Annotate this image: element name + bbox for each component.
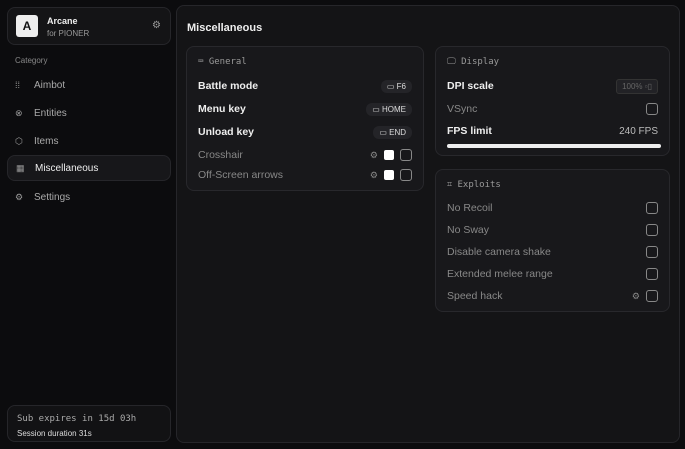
offscreen-arrows-checkbox[interactable] xyxy=(400,169,412,181)
battle-mode-row: Battle mode ▭ F6 xyxy=(198,77,412,95)
keyboard-icon: ⌨ xyxy=(198,57,209,67)
speed-hack-row: Speed hack ⚙ xyxy=(447,287,658,305)
offscreen-arrows-row: Off-Screen arrows ⚙ xyxy=(198,166,412,184)
cube-icon: ⬡ xyxy=(15,135,23,146)
camera-shake-checkbox[interactable] xyxy=(646,246,658,258)
gear-icon[interactable]: ⚙ xyxy=(369,169,378,180)
gear-icon[interactable]: ⚙ xyxy=(152,20,161,31)
no-sway-checkbox[interactable] xyxy=(646,224,658,236)
brand-header: A Arcane for PIONER ⚙ xyxy=(7,7,171,45)
chip-icon: ⌗ xyxy=(447,180,458,190)
melee-range-checkbox[interactable] xyxy=(646,268,658,280)
brand-subtitle: for PIONER xyxy=(47,29,90,38)
gear-icon[interactable]: ⚙ xyxy=(631,290,640,301)
keybind-button[interactable]: ▭ F6 xyxy=(380,79,412,93)
vsync-checkbox[interactable] xyxy=(646,103,658,115)
page-title: Miscellaneous xyxy=(187,22,263,34)
gear-icon[interactable]: ⚙ xyxy=(369,149,378,160)
no-sway-row: No Sway xyxy=(447,221,658,239)
subscription-expiry: Sub expires in 15d 03h xyxy=(17,414,137,424)
fps-slider[interactable] xyxy=(447,144,661,148)
sidebar-item-entities[interactable]: ⊗ Entities xyxy=(7,100,171,126)
speed-hack-checkbox[interactable] xyxy=(646,290,658,302)
no-recoil-checkbox[interactable] xyxy=(646,202,658,214)
no-recoil-row: No Recoil xyxy=(447,199,658,217)
color-swatch[interactable] xyxy=(384,150,394,160)
keybind-button[interactable]: ▭ END xyxy=(373,125,412,139)
crosshair-row: Crosshair ⚙ xyxy=(198,146,412,164)
keybind-button[interactable]: ▭ HOME xyxy=(366,102,412,116)
melee-range-row: Extended melee range xyxy=(447,265,658,283)
exploits-card: ⌗ Exploits No Recoil No Sway Disable cam… xyxy=(435,169,670,312)
brand-logo: A xyxy=(16,15,38,37)
gear-icon: ⚙ xyxy=(15,191,24,202)
sidebar-item-label: Aimbot xyxy=(34,79,66,91)
subscription-panel: Sub expires in 15d 03h Session duration … xyxy=(7,405,171,442)
grid-icon: ▦ xyxy=(16,162,25,173)
monitor-icon: 🖵 xyxy=(447,57,462,67)
crosshair-checkbox[interactable] xyxy=(400,149,412,161)
sidebar-item-miscellaneous[interactable]: ▦ Miscellaneous xyxy=(7,155,171,181)
display-header: 🖵 Display xyxy=(447,57,500,67)
sidebar-item-label: Items xyxy=(34,135,59,147)
category-label: Category xyxy=(15,56,48,65)
unload-key-row: Unload key ▭ END xyxy=(198,123,412,141)
entities-icon: ⊗ xyxy=(15,107,23,118)
sidebar-item-label: Settings xyxy=(34,191,71,203)
exploits-header: ⌗ Exploits xyxy=(447,180,501,190)
general-header: ⌨ General xyxy=(198,57,247,67)
sidebar-item-label: Miscellaneous xyxy=(35,162,99,174)
session-duration: Session duration 31s xyxy=(17,429,92,438)
color-swatch[interactable] xyxy=(384,170,394,180)
general-card: ⌨ General Battle mode ▭ F6 Menu key ▭ HOME… xyxy=(186,46,424,191)
dpi-input[interactable]: 100% ▫▯ xyxy=(616,78,658,94)
fps-row: FPS limit 240 FPS xyxy=(447,125,658,137)
display-card: 🖵 Display DPI scale 100% ▫▯ VSync FPS lim… xyxy=(435,46,670,156)
vsync-row: VSync xyxy=(447,100,658,118)
camera-shake-row: Disable camera shake xyxy=(447,243,658,261)
sidebar-item-settings[interactable]: ⚙ Settings xyxy=(7,184,171,210)
sidebar-item-label: Entities xyxy=(34,107,67,119)
dpi-row: DPI scale 100% ▫▯ xyxy=(447,77,658,95)
menu-key-row: Menu key ▭ HOME xyxy=(198,100,412,118)
crosshair-dots-icon: ⁞⁞ xyxy=(15,80,21,90)
brand-name: Arcane xyxy=(47,16,78,26)
sidebar-item-aimbot[interactable]: ⁞⁞ Aimbot xyxy=(7,72,171,98)
sidebar-item-items[interactable]: ⬡ Items xyxy=(7,128,171,154)
main-panel: Miscellaneous ⌨ General Battle mode ▭ F6 … xyxy=(176,5,680,443)
